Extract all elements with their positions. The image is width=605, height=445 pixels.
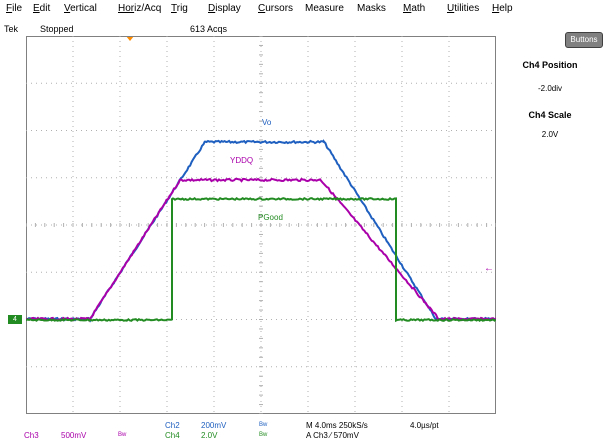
- ch4-scale[interactable]: 2.0V: [201, 431, 218, 440]
- menu-display[interactable]: Display: [208, 3, 241, 14]
- trigger-level-marker-icon[interactable]: ←: [484, 263, 494, 274]
- menu-file[interactable]: File: [6, 3, 23, 14]
- acquisition-state: Stopped: [40, 24, 74, 34]
- ch4-scale-title: Ch4 Scale: [528, 110, 572, 120]
- trace-pgood: [26, 196, 496, 323]
- ch2-scale[interactable]: 200mV: [201, 421, 227, 430]
- menu-masks[interactable]: Masks: [357, 3, 386, 14]
- menu-help[interactable]: Help: [492, 3, 513, 14]
- ch4-position-title: Ch4 Position: [522, 60, 578, 70]
- menu-vertical[interactable]: Vertical: [64, 3, 97, 14]
- trace-label-vo: Vo: [262, 118, 272, 127]
- horizontal-settings[interactable]: M 4.0ms 250kS/s: [306, 421, 368, 430]
- menu-horizacq[interactable]: Horiz/Acq: [118, 3, 162, 14]
- acquisition-count: 613 Acqs: [190, 24, 228, 34]
- trace-label-pgood: PGood: [258, 213, 283, 222]
- trace-yddq: [26, 177, 496, 323]
- trigger-readout[interactable]: A Ch3 ⁄ 570mV: [306, 431, 359, 440]
- ch2-label[interactable]: Ch2: [165, 421, 180, 430]
- ch4-scale-value: 2.0V: [541, 130, 559, 139]
- menu-cursors[interactable]: Cursors: [258, 3, 294, 14]
- menu-trig[interactable]: Trig: [171, 3, 188, 14]
- ch3-scale[interactable]: 500mV: [61, 431, 87, 440]
- waveform-display[interactable]: [26, 36, 496, 414]
- menu-bar: File Edit Vertical Horiz/Acq Trig Display Curs…: [0, 0, 605, 18]
- menu-measure[interactable]: Measure: [305, 3, 344, 14]
- ch3-bw-limit: Bw: [118, 432, 127, 438]
- ch4-ground-marker[interactable]: 4: [8, 315, 22, 324]
- trigger-position-marker-icon: [126, 36, 134, 41]
- ch2-bw-limit: Bw: [259, 422, 268, 428]
- menu-edit[interactable]: Edit: [33, 3, 51, 14]
- status-bar: Tek Stopped 613 Acqs: [0, 22, 605, 36]
- brand-label: Tek: [4, 24, 19, 34]
- ch4-label[interactable]: Ch4: [165, 431, 180, 440]
- ch4-position-value: -2.0div: [537, 84, 562, 93]
- buttons-button[interactable]: Buttons: [565, 32, 603, 48]
- menu-math[interactable]: Math: [403, 3, 426, 14]
- menu-utilities[interactable]: Utilities: [447, 3, 480, 14]
- ch3-label[interactable]: Ch3: [24, 431, 39, 440]
- trace-label-yddq: YDDQ: [230, 156, 254, 165]
- record-resolution: 4.0µs/pt: [410, 421, 439, 430]
- trace-vo: [26, 138, 496, 323]
- ch4-bw-limit: Bw: [259, 432, 268, 438]
